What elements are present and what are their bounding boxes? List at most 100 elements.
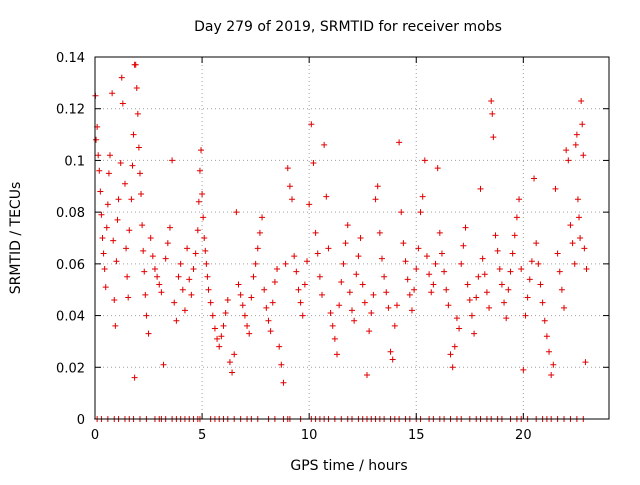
data-point [376, 229, 383, 236]
data-point [385, 304, 392, 311]
data-point [289, 196, 296, 203]
data-point [533, 240, 540, 247]
data-point [556, 268, 563, 275]
data-point [430, 281, 437, 288]
data-point [231, 351, 238, 358]
data-point [490, 134, 497, 141]
data-point [184, 245, 191, 252]
data-point [378, 255, 385, 262]
data-point [578, 97, 585, 104]
data-point [204, 273, 211, 280]
data-point [175, 273, 182, 280]
data-point [282, 260, 289, 267]
data-point [321, 141, 328, 148]
data-point [449, 364, 456, 371]
data-point [438, 250, 445, 257]
data-point [351, 317, 358, 324]
data-point [417, 209, 424, 216]
data-point [198, 147, 205, 154]
y-tick-label: 0 [77, 413, 85, 428]
data-point [477, 185, 484, 192]
data-point [265, 317, 272, 324]
data-point [475, 273, 482, 280]
data-point [156, 281, 163, 288]
data-point [154, 273, 161, 280]
data-point [139, 222, 146, 229]
data-point [121, 180, 128, 187]
data-point [246, 330, 253, 337]
x-tick-label: 5 [198, 428, 206, 443]
data-point [111, 297, 118, 304]
data-point [366, 328, 373, 335]
data-point [304, 258, 311, 265]
data-point [389, 356, 396, 363]
data-point [492, 232, 499, 239]
data-point [261, 286, 268, 293]
data-point [147, 235, 154, 241]
data-point [316, 273, 323, 280]
data-point [573, 131, 580, 138]
data-point [186, 276, 193, 283]
data-points [92, 61, 590, 422]
data-point [507, 268, 514, 275]
data-point [583, 266, 590, 273]
data-point [423, 253, 430, 260]
data-point [199, 191, 206, 198]
x-axis-title: GPS time / hours [290, 458, 407, 474]
data-point [471, 330, 478, 337]
data-point [391, 322, 398, 329]
data-point [216, 343, 223, 350]
data-point [112, 322, 119, 329]
data-point [404, 276, 411, 283]
data-point [160, 361, 167, 368]
data-point [466, 297, 473, 304]
data-point [513, 214, 520, 221]
data-point [498, 281, 505, 288]
data-point [100, 250, 107, 257]
data-point [308, 121, 315, 128]
data-point [312, 229, 319, 236]
data-point [229, 369, 236, 376]
data-point [235, 281, 242, 288]
data-point [130, 131, 137, 138]
x-tick-label: 10 [301, 428, 318, 443]
data-point [572, 141, 579, 148]
data-point [179, 286, 186, 293]
data-point [522, 312, 529, 319]
data-point [299, 312, 306, 319]
data-point [393, 302, 400, 309]
data-point [436, 229, 443, 236]
data-point [441, 268, 448, 275]
data-point [301, 281, 308, 288]
data-point [207, 299, 214, 306]
data-point [340, 260, 347, 267]
data-point [166, 224, 173, 231]
data-point [140, 247, 147, 254]
data-point [171, 299, 178, 306]
data-point [520, 366, 527, 373]
plot-frame [94, 56, 610, 420]
data-point [505, 286, 512, 293]
x-tick-label: 15 [408, 428, 425, 443]
data-point [201, 235, 208, 241]
data-point [211, 325, 218, 332]
data-point [203, 260, 210, 267]
data-point [271, 278, 278, 285]
data-point [97, 188, 104, 195]
data-point [546, 348, 553, 355]
data-point [295, 286, 302, 293]
data-point [132, 61, 139, 68]
data-point [325, 245, 332, 252]
data-point [202, 247, 209, 254]
data-point [563, 147, 570, 154]
data-point [119, 100, 126, 107]
data-point [237, 291, 244, 298]
data-point [323, 193, 330, 200]
data-point [565, 157, 572, 164]
y-axis-title: SRMTID / TECUs [8, 182, 24, 295]
y-tick-label: 0.1 [64, 154, 85, 169]
data-point [468, 312, 475, 319]
data-point [162, 255, 169, 262]
